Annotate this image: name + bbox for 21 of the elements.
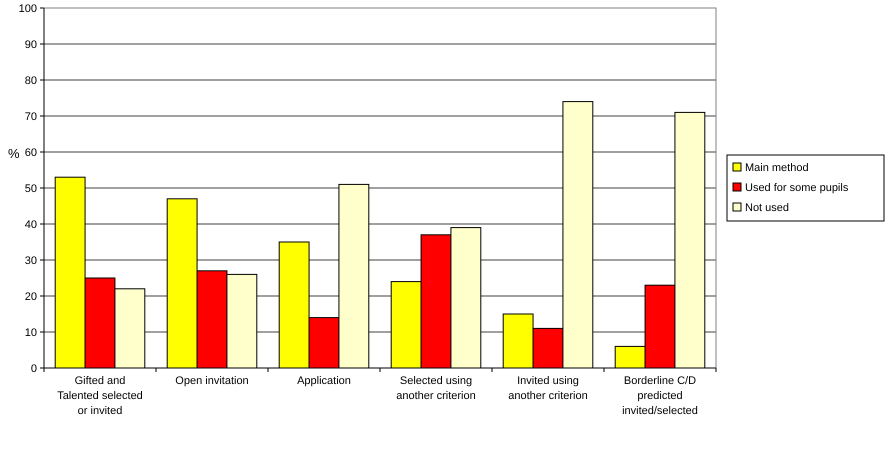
legend-label: Not used (745, 202, 790, 214)
y-tick-label: 90 (24, 38, 37, 51)
y-tick-label: 40 (24, 218, 37, 231)
x-tick-label: Gifted and Talented selected or invited (57, 375, 143, 417)
y-tick-label: 30 (24, 254, 37, 267)
y-tick-label: 60 (24, 146, 37, 159)
x-tick-label: Application (297, 375, 351, 387)
y-tick-label: 20 (24, 290, 37, 303)
y-tick-label: 70 (24, 110, 37, 123)
y-tick-label: 10 (24, 326, 37, 339)
x-tick-label: Invited using another criterion (508, 375, 588, 402)
legend-label: Main method (745, 162, 809, 174)
legend-label: Used for some pupils (745, 182, 849, 194)
y-axis-title: % (8, 146, 20, 161)
y-tick-label: 0 (30, 362, 37, 375)
y-tick-label: 80 (24, 74, 37, 87)
x-tick-label: Borderline C/D predicted invited/selected (622, 375, 698, 417)
x-tick-label: Open invitation (175, 375, 249, 387)
y-tick-label: 50 (24, 182, 37, 195)
x-tick-label: Selected using another criterion (396, 375, 476, 402)
y-tick-label: 100 (18, 2, 37, 15)
